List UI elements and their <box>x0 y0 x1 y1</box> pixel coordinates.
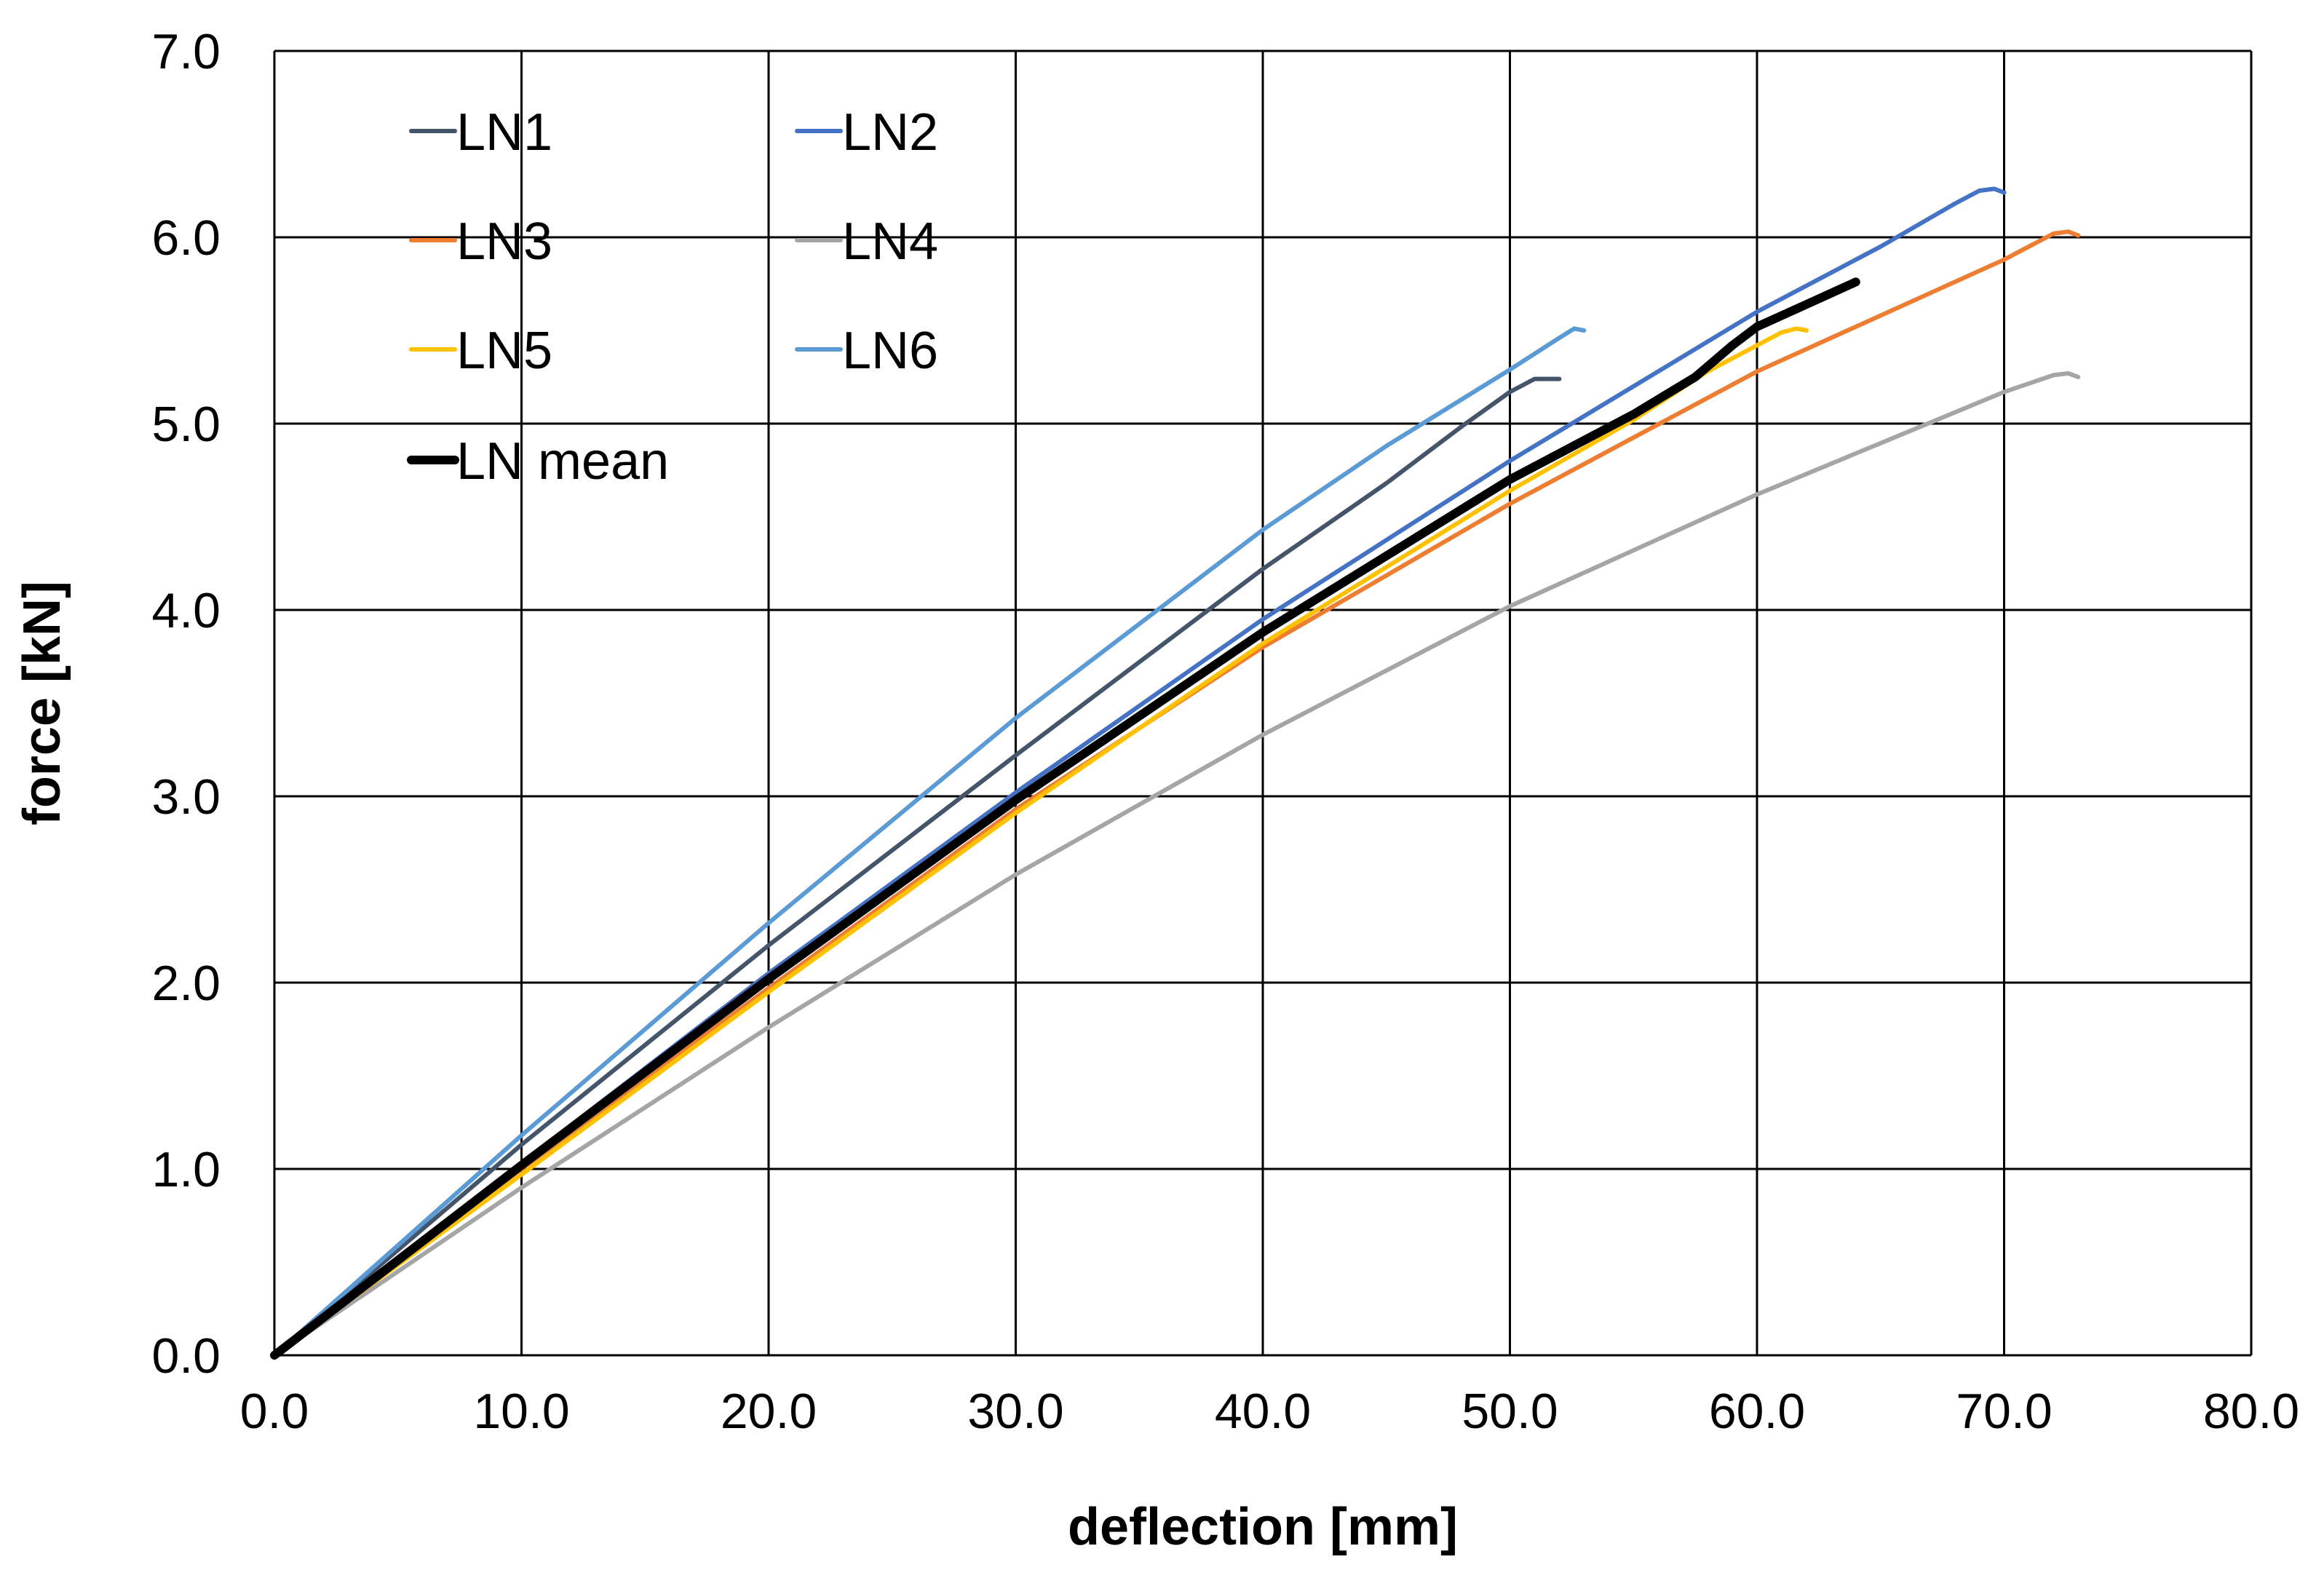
legend: LN1 LN2 LN3 LN4 LN5 LN6 LN mean <box>407 103 938 491</box>
series-line-ln1 <box>272 376 1562 1357</box>
legend-label: LN6 <box>842 322 938 380</box>
x-tick-label: 80.0 <box>2203 1384 2299 1439</box>
x-tick-label: 40.0 <box>1215 1384 1311 1439</box>
x-tick-label: 20.0 <box>721 1384 817 1439</box>
y-tick-label: 6.0 <box>151 210 221 266</box>
series-line-ln-mean <box>270 277 1860 1360</box>
x-axis-title: deflection [mm] <box>1068 1498 1458 1556</box>
x-tick-label: 10.0 <box>473 1384 569 1439</box>
series-line-ln6 <box>272 326 1587 1357</box>
x-tick-label: 30.0 <box>967 1384 1063 1439</box>
x-tick-label: 60.0 <box>1709 1384 1805 1439</box>
x-tick-label: 70.0 <box>1956 1384 2052 1439</box>
y-tick-labels: 0.0 1.0 2.0 3.0 4.0 5.0 6.0 7.0 <box>151 24 221 1384</box>
gridlines <box>273 49 2253 1357</box>
series-line-ln4 <box>272 370 2081 1357</box>
legend-label: LN4 <box>842 213 938 271</box>
y-tick-label: 0.0 <box>151 1328 221 1384</box>
series-line-ln5 <box>272 326 1809 1357</box>
legend-label: LN2 <box>842 103 938 162</box>
legend-label: LN5 <box>456 322 552 380</box>
legend-label: LN mean <box>456 432 669 491</box>
legend-label: LN1 <box>456 103 552 162</box>
legend-label: LN3 <box>456 213 552 271</box>
y-tick-label: 4.0 <box>151 583 221 638</box>
legend-background <box>378 80 1063 517</box>
x-tick-labels: 0.0 10.0 20.0 30.0 40.0 50.0 60.0 70.0 80.0 <box>240 1384 2299 1439</box>
x-tick-label: 50.0 <box>1462 1384 1558 1439</box>
y-tick-label: 5.0 <box>151 397 221 452</box>
y-tick-label: 2.0 <box>151 956 221 1011</box>
x-tick-label: 0.0 <box>240 1384 309 1439</box>
series-lines <box>270 186 2081 1360</box>
y-tick-label: 3.0 <box>151 769 221 825</box>
series-line-ln3 <box>272 229 2081 1357</box>
y-tick-label: 1.0 <box>151 1142 221 1197</box>
y-tick-label: 7.0 <box>151 24 221 79</box>
y-axis-title: force [kN] <box>13 581 71 825</box>
